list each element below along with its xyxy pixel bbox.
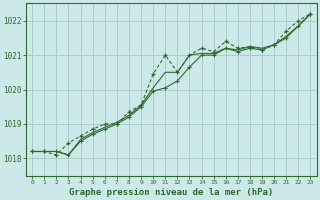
X-axis label: Graphe pression niveau de la mer (hPa): Graphe pression niveau de la mer (hPa) bbox=[69, 188, 274, 197]
